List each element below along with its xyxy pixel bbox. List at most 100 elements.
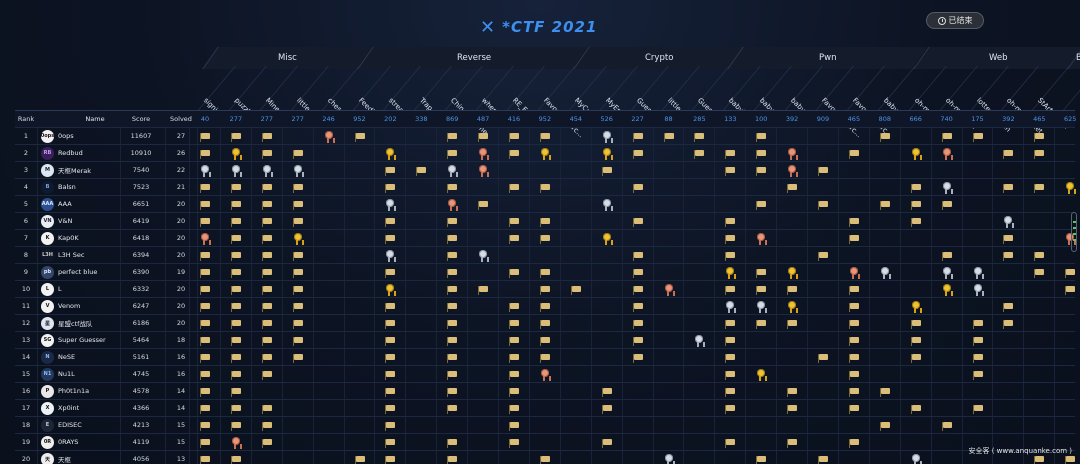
challenge-header-cell[interactable]: babyxv6 <box>785 70 816 123</box>
team-name-cell[interactable]: L3H L3H Sec <box>41 248 141 262</box>
challenge-header-cell[interactable]: MyCurve <box>569 70 600 123</box>
challenge-header-cell[interactable]: Favourite Arc... <box>538 70 585 139</box>
challenge-header-cell[interactable]: little tricks <box>291 70 327 128</box>
column-header-rank[interactable]: Rank <box>17 115 35 123</box>
team-name-cell[interactable]: SG Super Guesser <box>41 333 141 347</box>
challenge-header-cell[interactable]: chess <box>322 70 346 116</box>
team-row[interactable]: 10 L L 6332 20 <box>15 280 1076 297</box>
challenge-header-cell[interactable]: ChineseGame <box>445 70 489 136</box>
challenge-header-cell[interactable]: oh-my-bet <box>909 70 944 127</box>
column-header-score[interactable]: Score <box>131 115 151 123</box>
team-row[interactable]: 18 E EDISEC 4213 15 <box>15 416 1075 433</box>
team-name-cell[interactable]: AAA AAA <box>41 197 141 211</box>
challenge-header-cell[interactable] <box>1063 70 1064 110</box>
challenge-header-cell[interactable]: Favourite Arc... <box>816 70 863 139</box>
challenge-header-cell[interactable]: RE_Env <box>507 70 535 120</box>
challenge-header-cell[interactable]: lottery again <box>971 70 1012 133</box>
team-row[interactable]: 4 B Balsn 7523 21 <box>15 178 1077 195</box>
challenge-header-cell[interactable]: Favourite Arc... <box>847 70 894 139</box>
grid-line <box>745 110 747 464</box>
first-blood-medal-icon <box>385 284 397 296</box>
team-row[interactable]: 7 K Kap0K 6418 20 <box>15 229 1077 246</box>
team-name-cell[interactable]: 星星盟ctf战队 <box>41 316 141 330</box>
solved-flag-icon <box>632 132 643 142</box>
contest-ended-button[interactable]: 已结束 <box>926 12 984 29</box>
first-blood-medal-icon <box>725 267 737 279</box>
team-name-cell[interactable]: B Balsn <box>41 180 141 194</box>
team-name-cell[interactable]: 天天枢 <box>41 452 141 464</box>
team-name-cell[interactable]: N1 Nu1L <box>41 367 141 381</box>
solve-cell <box>715 283 745 297</box>
solve-cell <box>1055 402 1080 416</box>
team-row[interactable]: 20 天天枢 4056 13 <box>15 450 1076 464</box>
team-row[interactable]: 13 SG Super Guesser 5464 18 <box>15 331 1075 348</box>
team-name-cell[interactable]: pb perfect blue <box>41 265 141 279</box>
challenge-header-cell[interactable]: MyEnc <box>600 70 626 118</box>
team-row[interactable]: 14 N NeSE 5161 16 <box>15 348 1075 365</box>
team-row[interactable]: 15 N1 Nu1L 4745 16 <box>15 365 1075 382</box>
solved-flag-icon <box>200 387 210 397</box>
challenge-header-cell[interactable]: oh-my-socket <box>1001 70 1044 135</box>
solve-cell <box>592 300 622 314</box>
team-name-cell[interactable]: V Venom <box>41 299 141 313</box>
team-row[interactable]: 5 AAA AAA 6651 20 <box>15 195 1075 212</box>
challenge-header-cell[interactable]: puzzle <box>229 70 255 118</box>
solved-flag-icon <box>1065 285 1076 295</box>
team-name-cell[interactable]: N NeSE <box>41 350 141 364</box>
team-row[interactable]: 9 pb perfect blue 6390 19 <box>15 263 1076 280</box>
scrollbar[interactable] <box>1071 212 1077 252</box>
challenge-points: 277 <box>260 115 273 123</box>
team-row[interactable]: 8 L3H L3H Sec 6394 20 <box>15 246 1075 263</box>
team-name-cell[interactable]: X Xp0int <box>41 401 141 415</box>
column-header-name[interactable]: Name <box>85 115 105 123</box>
team-row[interactable]: 11 V Venom 6247 20 <box>15 297 1075 314</box>
team-row[interactable]: 12 星星盟ctf战队 6186 20 <box>15 314 1075 331</box>
team-name-cell[interactable]: 0ops 0ops <box>41 129 141 143</box>
challenge-header-cell[interactable]: signin <box>198 70 222 116</box>
challenge-header-cell[interactable]: little case <box>662 70 696 126</box>
team-row[interactable]: 19 0R 0RAYS 4119 15 <box>15 433 1075 450</box>
team-row[interactable]: 1 0ops 0ops 11607 27 <box>15 127 1075 144</box>
team-name-cell[interactable]: E EDISEC <box>41 418 141 432</box>
column-header-solved[interactable]: Solved <box>170 115 192 123</box>
challenge-header-cell[interactable]: babypac <box>754 70 785 123</box>
team-row[interactable]: 17 X Xp0int 4366 14 <box>15 399 1075 416</box>
challenge-header-cell[interactable]: StArNDBOX <box>1032 70 1070 130</box>
challenge-header-cell[interactable]: GuessKey2 <box>692 70 729 129</box>
challenge-header-cell[interactable]: babygame <box>878 70 914 128</box>
solve-cell <box>283 334 313 348</box>
solve-cell <box>592 402 622 416</box>
team-name-cell[interactable]: M 天枢Merak <box>41 163 141 177</box>
team-row[interactable]: 2 RB Redbud 10910 26 <box>15 144 1075 161</box>
solve-cell <box>839 232 869 246</box>
challenge-header-cell[interactable]: Feedback <box>353 70 386 125</box>
solve-cell <box>963 249 993 263</box>
solve-cell <box>654 351 684 365</box>
team-row[interactable]: 3 M 天枢Merak 7540 22 <box>15 161 1075 178</box>
challenge-header-cell[interactable]: babyheap <box>723 70 757 126</box>
team-row[interactable]: 16 P Ph0t1n1a 4578 14 <box>15 382 1075 399</box>
challenge-header-cell[interactable]: Trap <box>414 70 434 112</box>
team-name-cell[interactable]: VN V&N <box>41 214 141 228</box>
challenge-header-cell[interactable]: stream <box>383 70 410 119</box>
solve-cell <box>314 266 344 280</box>
solved-flag-icon <box>1003 302 1014 312</box>
solve-cell <box>592 453 622 464</box>
team-name-cell[interactable]: 0R 0RAYS <box>41 435 141 449</box>
solve-cell <box>901 215 931 229</box>
team-name-cell[interactable]: RB Redbud <box>41 146 141 160</box>
team-row[interactable]: 6 VN V&N 6419 20 <box>15 212 1075 229</box>
solved-flag-icon <box>354 455 365 464</box>
solve-cell <box>314 232 344 246</box>
challenge-header-cell[interactable]: oh-my-note <box>940 70 978 130</box>
challenge-header-cell[interactable]: wherekey <box>476 70 510 126</box>
challenge-header-cell[interactable]: GuessKey <box>631 70 665 126</box>
solve-cell <box>746 164 776 178</box>
solve-cell <box>684 249 714 263</box>
team-name-cell[interactable]: K Kap0K <box>41 231 141 245</box>
team-name-cell[interactable]: P Ph0t1n1a <box>41 384 141 398</box>
challenge-header-cell[interactable]: MineGame <box>260 70 296 128</box>
solve-cell <box>993 402 1023 416</box>
team-name: 天枢 <box>58 456 71 464</box>
